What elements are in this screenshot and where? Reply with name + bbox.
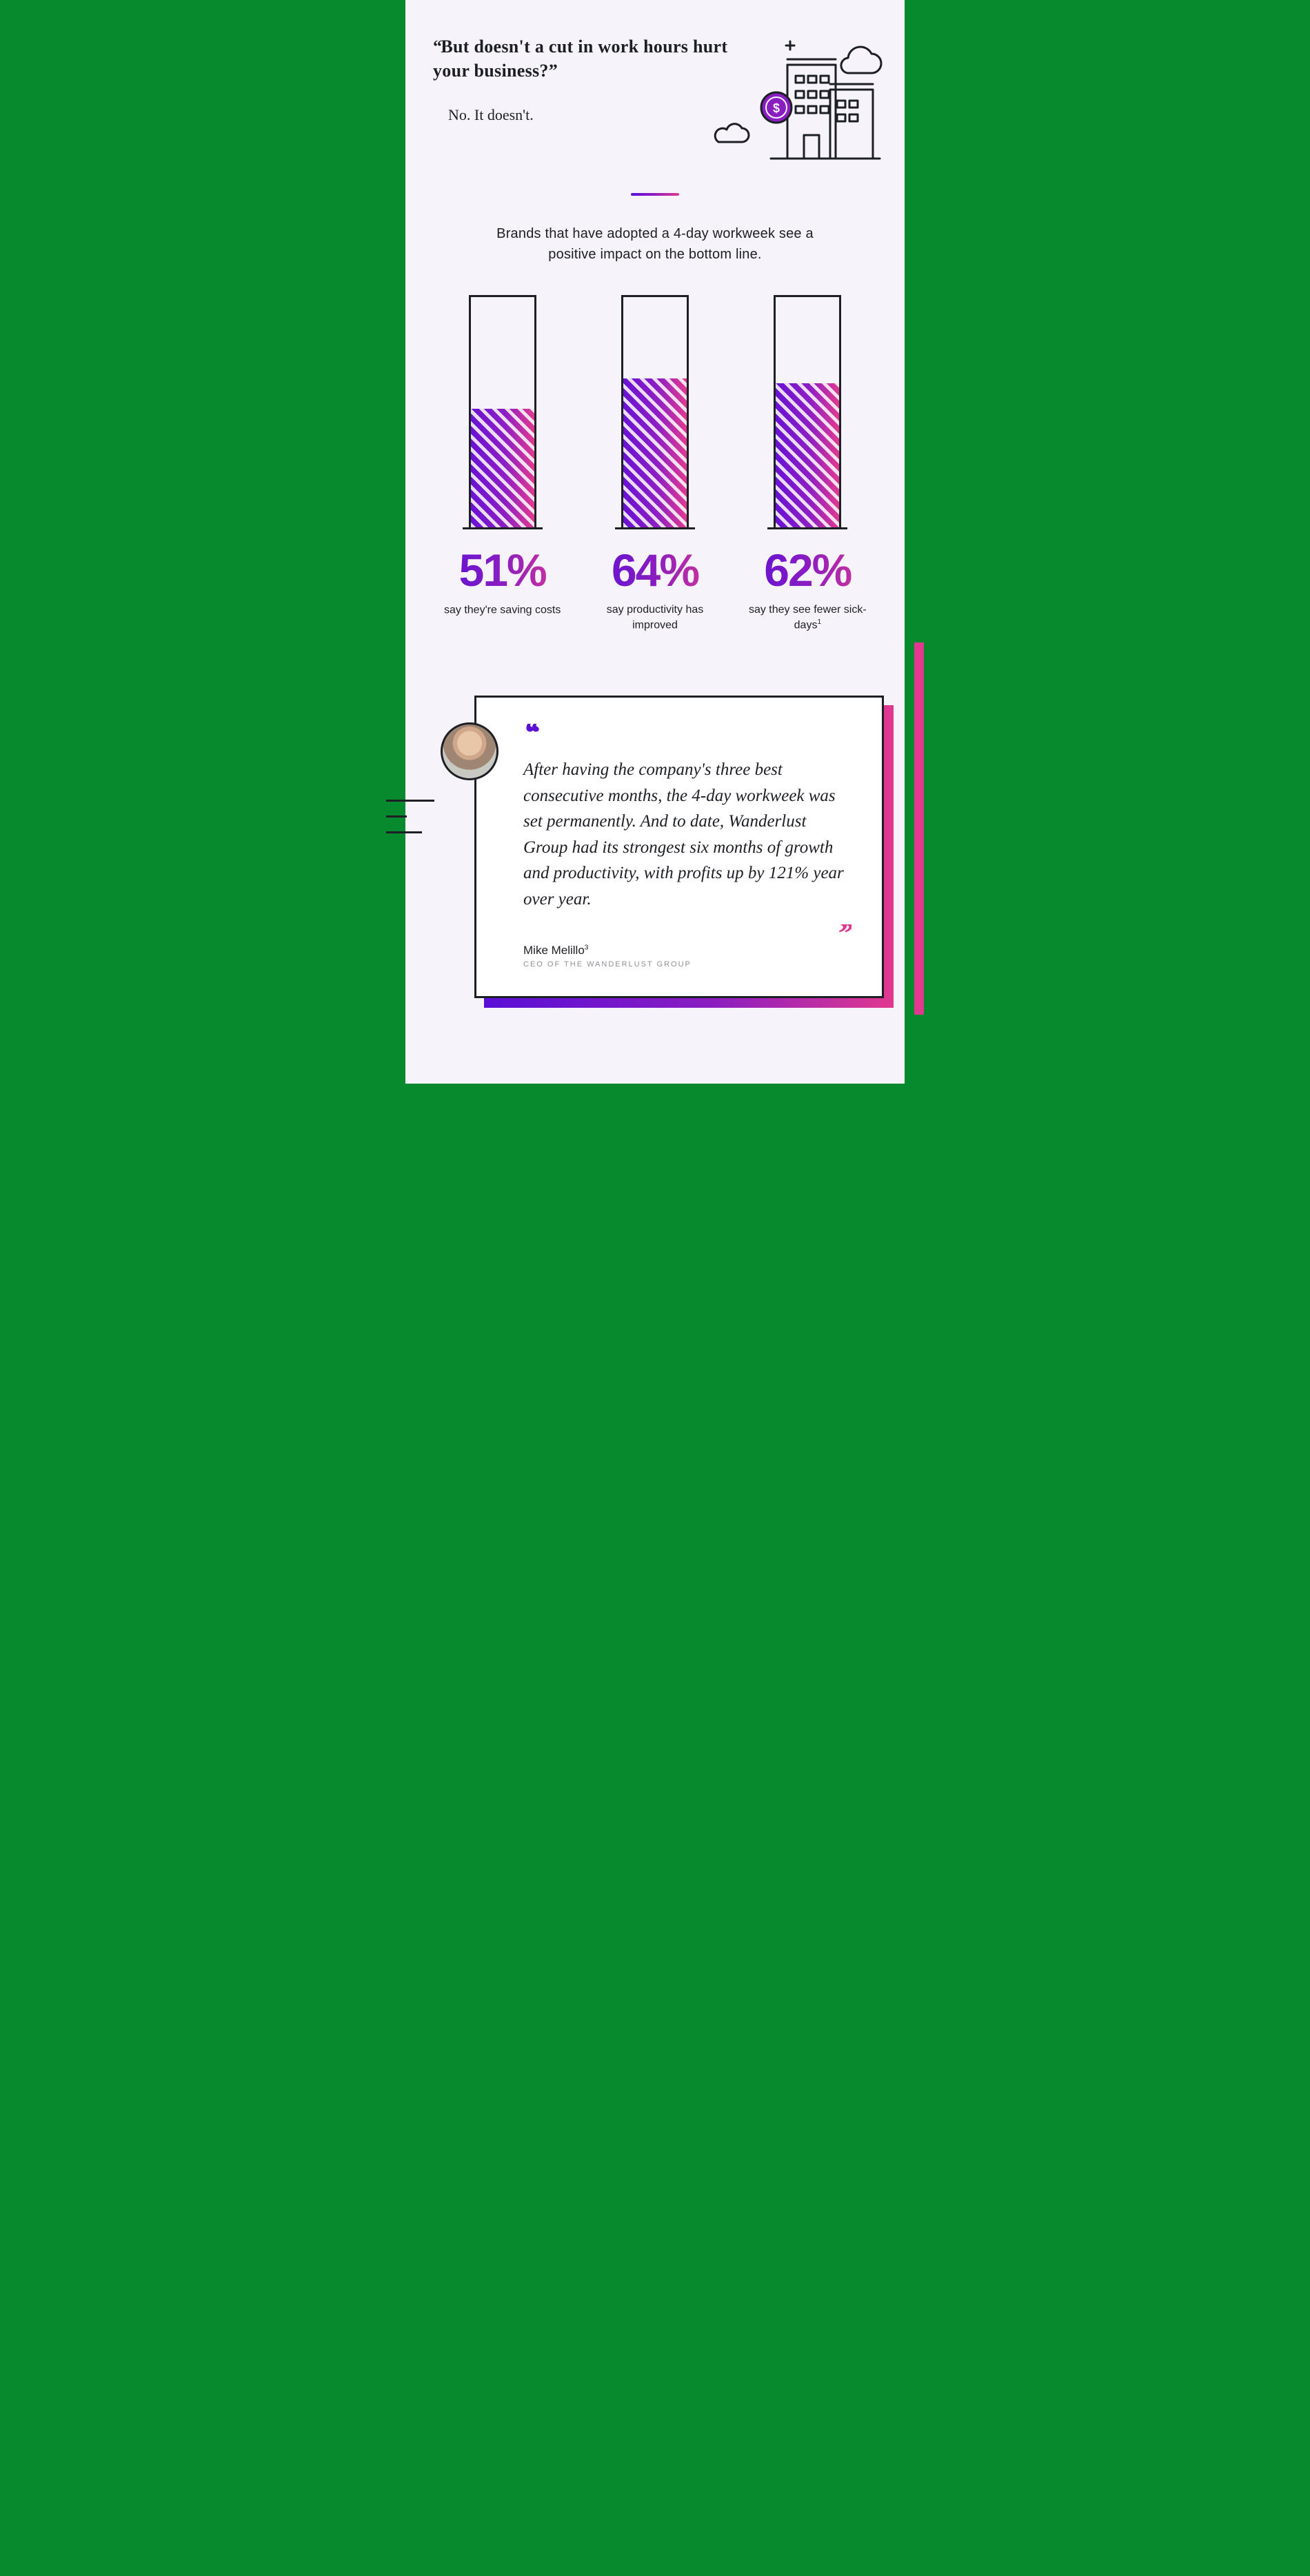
bottom-strip <box>405 1034 905 1084</box>
bar-percent: 62% <box>738 547 877 593</box>
bar-col-2: 62% say they see fewer sick-days1 <box>738 295 877 633</box>
headline-answer: No. It doesn't. <box>448 106 736 124</box>
close-quote-icon: ’’ <box>523 924 852 944</box>
gradient-divider <box>631 193 679 196</box>
avatar <box>441 722 498 780</box>
bar-col-0: 51% say they're saving costs <box>433 295 572 633</box>
bar-caption: say they see fewer sick-days1 <box>738 602 877 633</box>
header: But doesn't a cut in work hours hurt you… <box>433 34 877 172</box>
svg-text:$: $ <box>773 101 780 115</box>
bar-fill <box>776 383 839 527</box>
subhead: Brands that have adopted a 4-day workwee… <box>483 223 827 265</box>
bar-percent: 64% <box>585 547 724 593</box>
quote-block: ‘‘ After having the company's three best… <box>474 696 884 998</box>
bar-caption: say productivity has improved <box>585 602 724 633</box>
headline-text: But doesn't a cut in work hours hurt you… <box>433 37 727 81</box>
bar-fill <box>471 409 534 527</box>
decor-left-lines <box>386 800 441 847</box>
buildings-icon: $ <box>712 34 884 172</box>
page-frame: But doesn't a cut in work hours hurt you… <box>386 0 924 1084</box>
quote-author: Mike Melillo3 <box>523 944 852 957</box>
decor-right-edge <box>914 642 924 1015</box>
bar-percent: 51% <box>433 547 572 593</box>
bar-col-1: 64% say productivity has improved <box>585 295 724 633</box>
bar-fill <box>623 378 687 527</box>
quote-text: After having the company's three best co… <box>523 757 852 912</box>
bar-tube <box>774 295 841 529</box>
open-quote-icon: ‘‘ <box>523 724 852 743</box>
headline-question: But doesn't a cut in work hours hurt you… <box>433 34 736 83</box>
bar-caption: say they're saving costs <box>433 602 572 618</box>
quote-role: CEO OF THE WANDERLUST GROUP <box>523 960 852 968</box>
quote-box: ‘‘ After having the company's three best… <box>474 696 884 998</box>
bar-tube <box>621 295 689 529</box>
bar-chart: 51% say they're saving costs 64% say pro… <box>433 295 877 633</box>
content-card: But doesn't a cut in work hours hurt you… <box>405 0 905 1039</box>
bar-tube <box>469 295 536 529</box>
